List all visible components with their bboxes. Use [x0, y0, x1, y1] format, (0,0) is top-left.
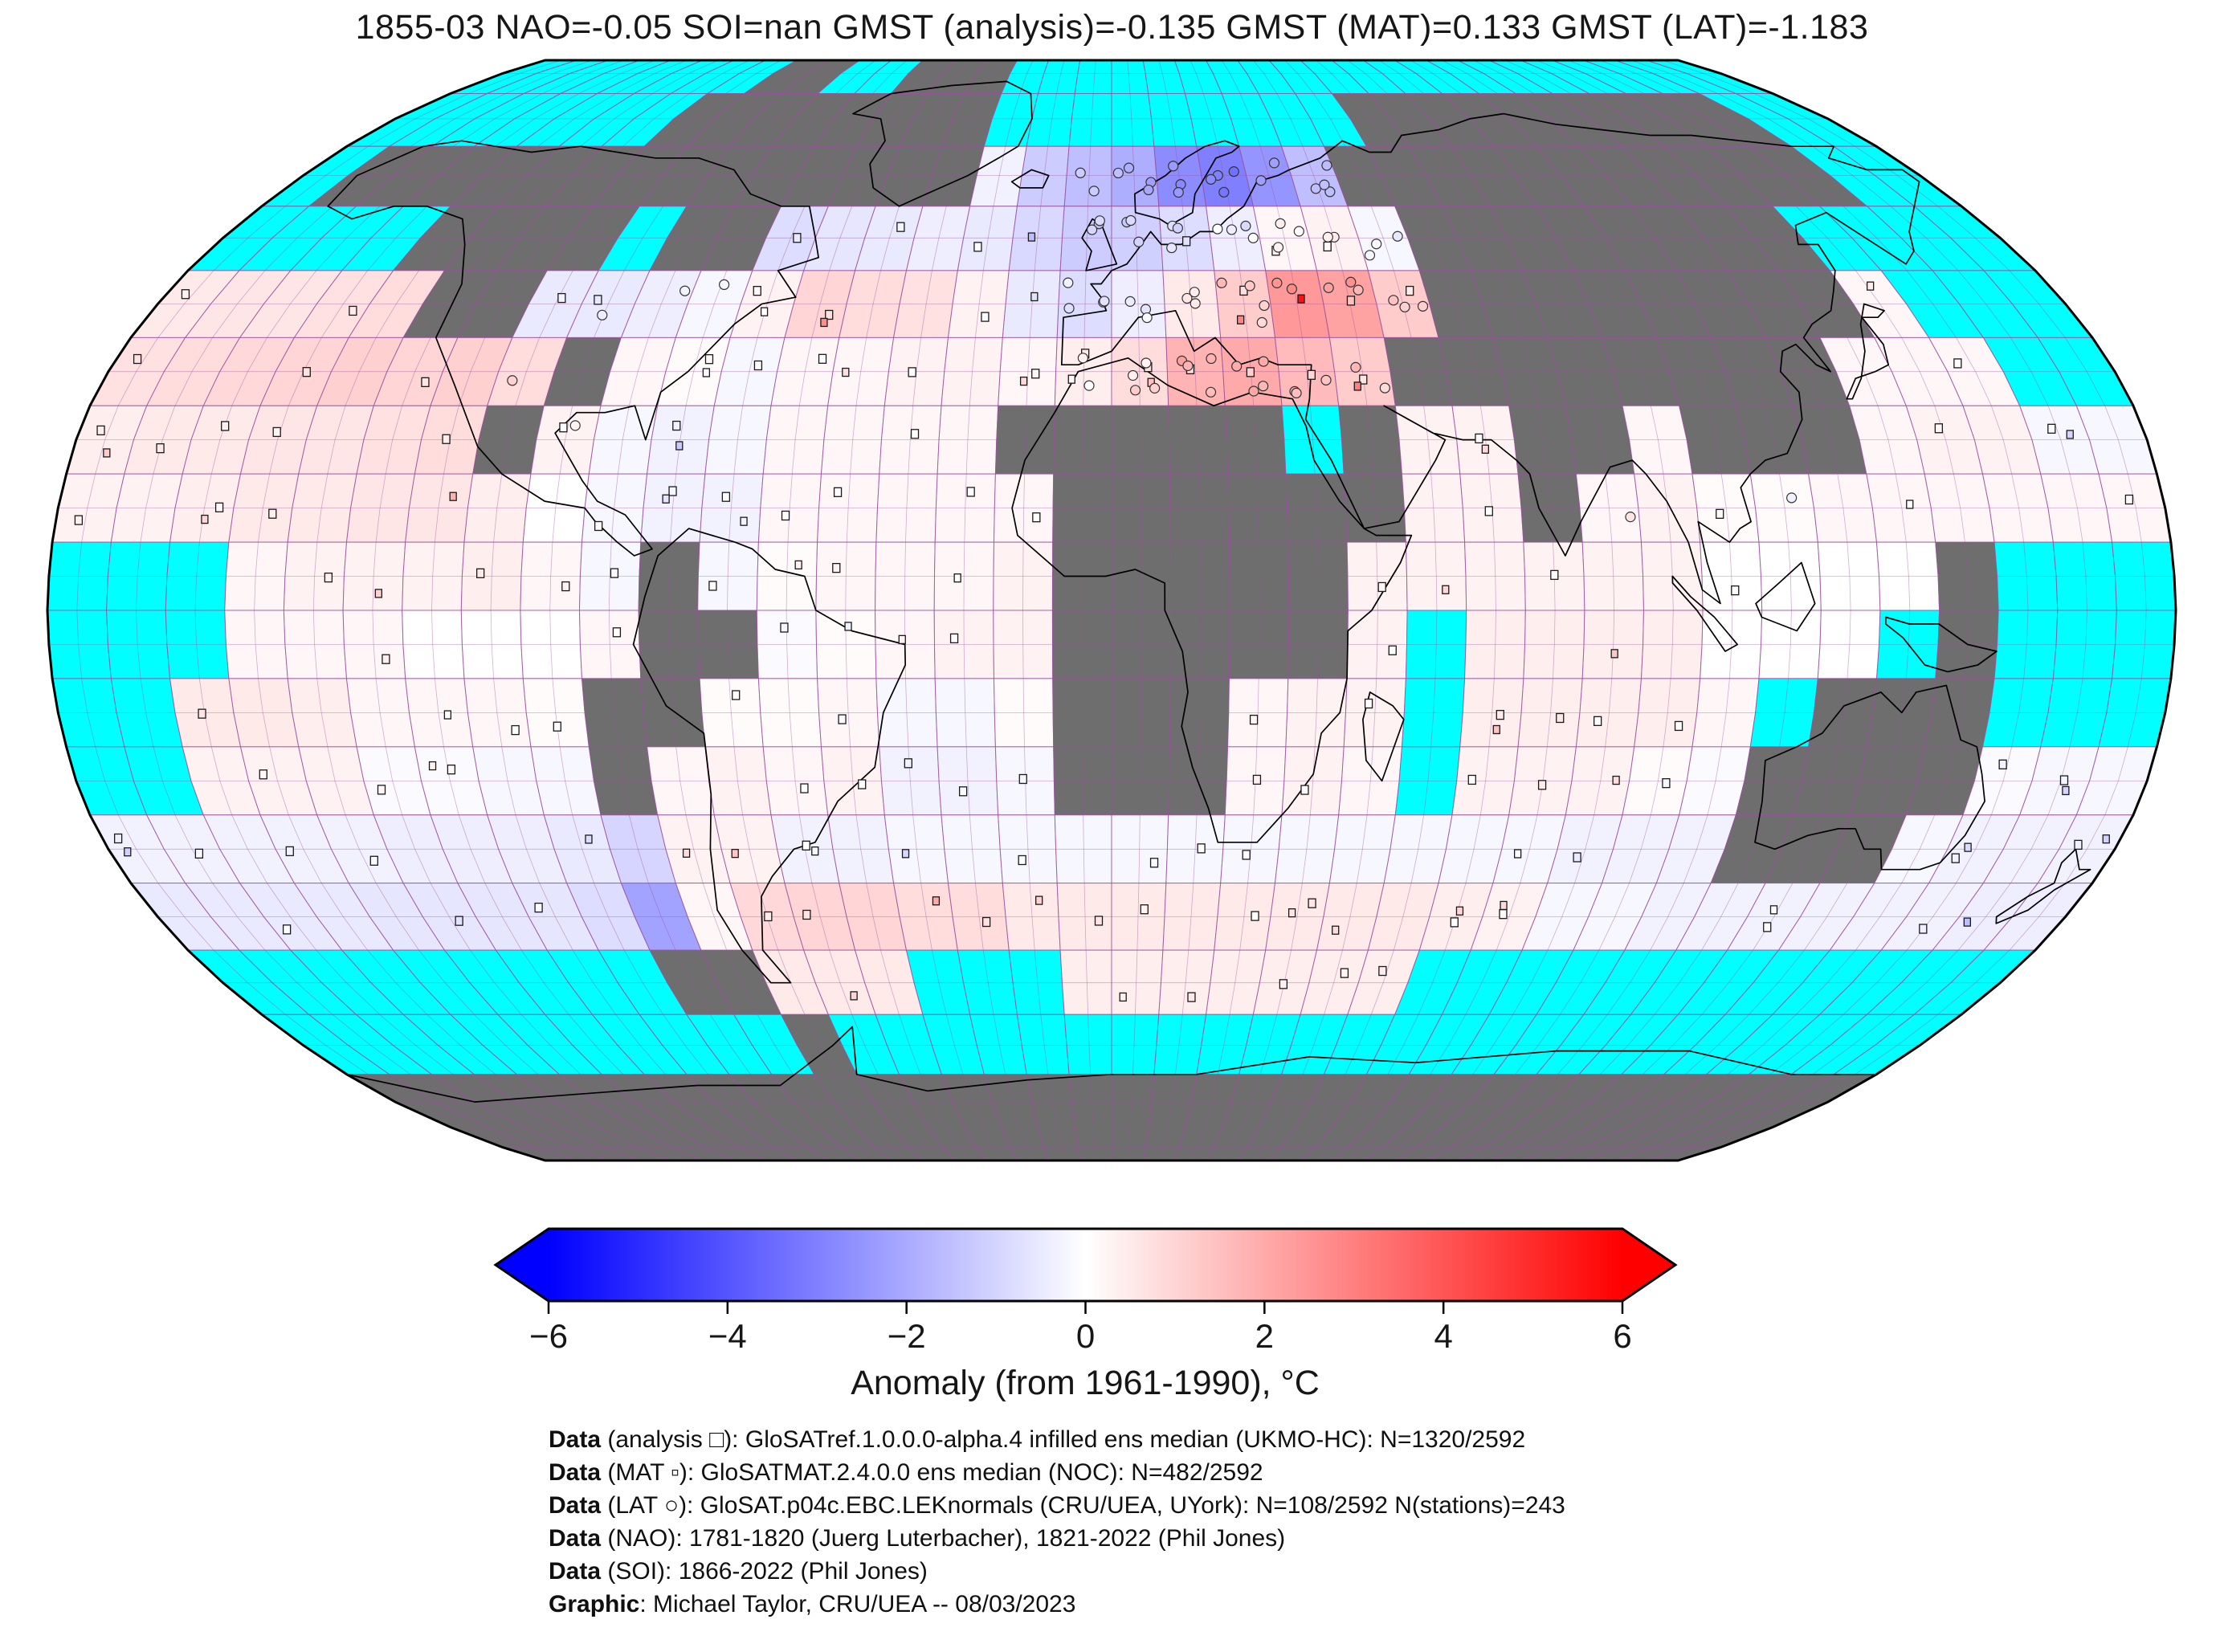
- colorbar: −6 −4 −2 0 2 4 6 Anomaly (from 1961-1990), °C: [446, 1219, 1779, 1412]
- credit-text: (MAT ▫): GloSATMAT.2.4.0.0 ens median (N…: [601, 1459, 1263, 1486]
- credit-label: Data: [549, 1459, 602, 1486]
- map-canvas: [46, 59, 2177, 1162]
- credit-text: : Michael Taylor, CRU/UEA -- 08/03/2023: [639, 1591, 1076, 1617]
- colorbar-tick-label: −2: [888, 1317, 926, 1355]
- colorbar-axis-label: Anomaly (from 1961-1990), °C: [851, 1364, 1320, 1402]
- credit-label: Graphic: [549, 1591, 640, 1617]
- coastlines: [327, 80, 2091, 1103]
- credits: Data (analysis □): GloSATref.1.0.0.0-alp…: [549, 1423, 1565, 1621]
- credit-label: Data: [549, 1492, 602, 1519]
- colorbar-tick-label: 4: [1434, 1317, 1452, 1355]
- credit-line: Data (SOI): 1866-2022 (Phil Jones): [549, 1555, 1565, 1588]
- credit-line: Data (analysis □): GloSATref.1.0.0.0-alp…: [549, 1423, 1565, 1456]
- colorbar-canvas: −6 −4 −2 0 2 4 6 Anomaly (from 1961-1990), °C: [493, 1227, 1678, 1402]
- figure-title: 1855-03 NAO=-0.05 SOI=nan GMST (analysis…: [355, 8, 1869, 47]
- colorbar-tick-label: 2: [1255, 1317, 1274, 1355]
- colorbar-tick-label: 6: [1613, 1317, 1631, 1355]
- world-anomaly-map: [43, 0, 2180, 1189]
- station-markers: [74, 157, 2134, 1002]
- credit-text: (SOI): 1866-2022 (Phil Jones): [601, 1558, 928, 1585]
- colorbar-bar: [493, 1227, 1678, 1303]
- credit-label: Data: [549, 1525, 602, 1552]
- credit-line: Graphic: Michael Taylor, CRU/UEA -- 08/0…: [549, 1588, 1565, 1621]
- colorbar-tick-label: −4: [708, 1317, 747, 1355]
- grid-cells: [47, 59, 2177, 1161]
- credit-line: Data (LAT ○): GloSAT.p04c.EBC.LEKnormals…: [549, 1489, 1565, 1522]
- credit-text: (LAT ○): GloSAT.p04c.EBC.LEKnormals (CRU…: [601, 1492, 1565, 1519]
- colorbar-tick-label: 0: [1076, 1317, 1095, 1355]
- credit-text: (NAO): 1781-1820 (Juerg Luterbacher), 18…: [601, 1525, 1286, 1552]
- credit-text: (analysis □): GloSATref.1.0.0.0-alpha.4 …: [601, 1426, 1526, 1453]
- credit-label: Data: [549, 1558, 602, 1585]
- credit-line: Data (NAO): 1781-1820 (Juerg Luterbacher…: [549, 1522, 1565, 1555]
- credit-label: Data: [549, 1426, 602, 1453]
- credit-line: Data (MAT ▫): GloSATMAT.2.4.0.0 ens medi…: [549, 1456, 1565, 1489]
- colorbar-tick-label: −6: [529, 1317, 568, 1355]
